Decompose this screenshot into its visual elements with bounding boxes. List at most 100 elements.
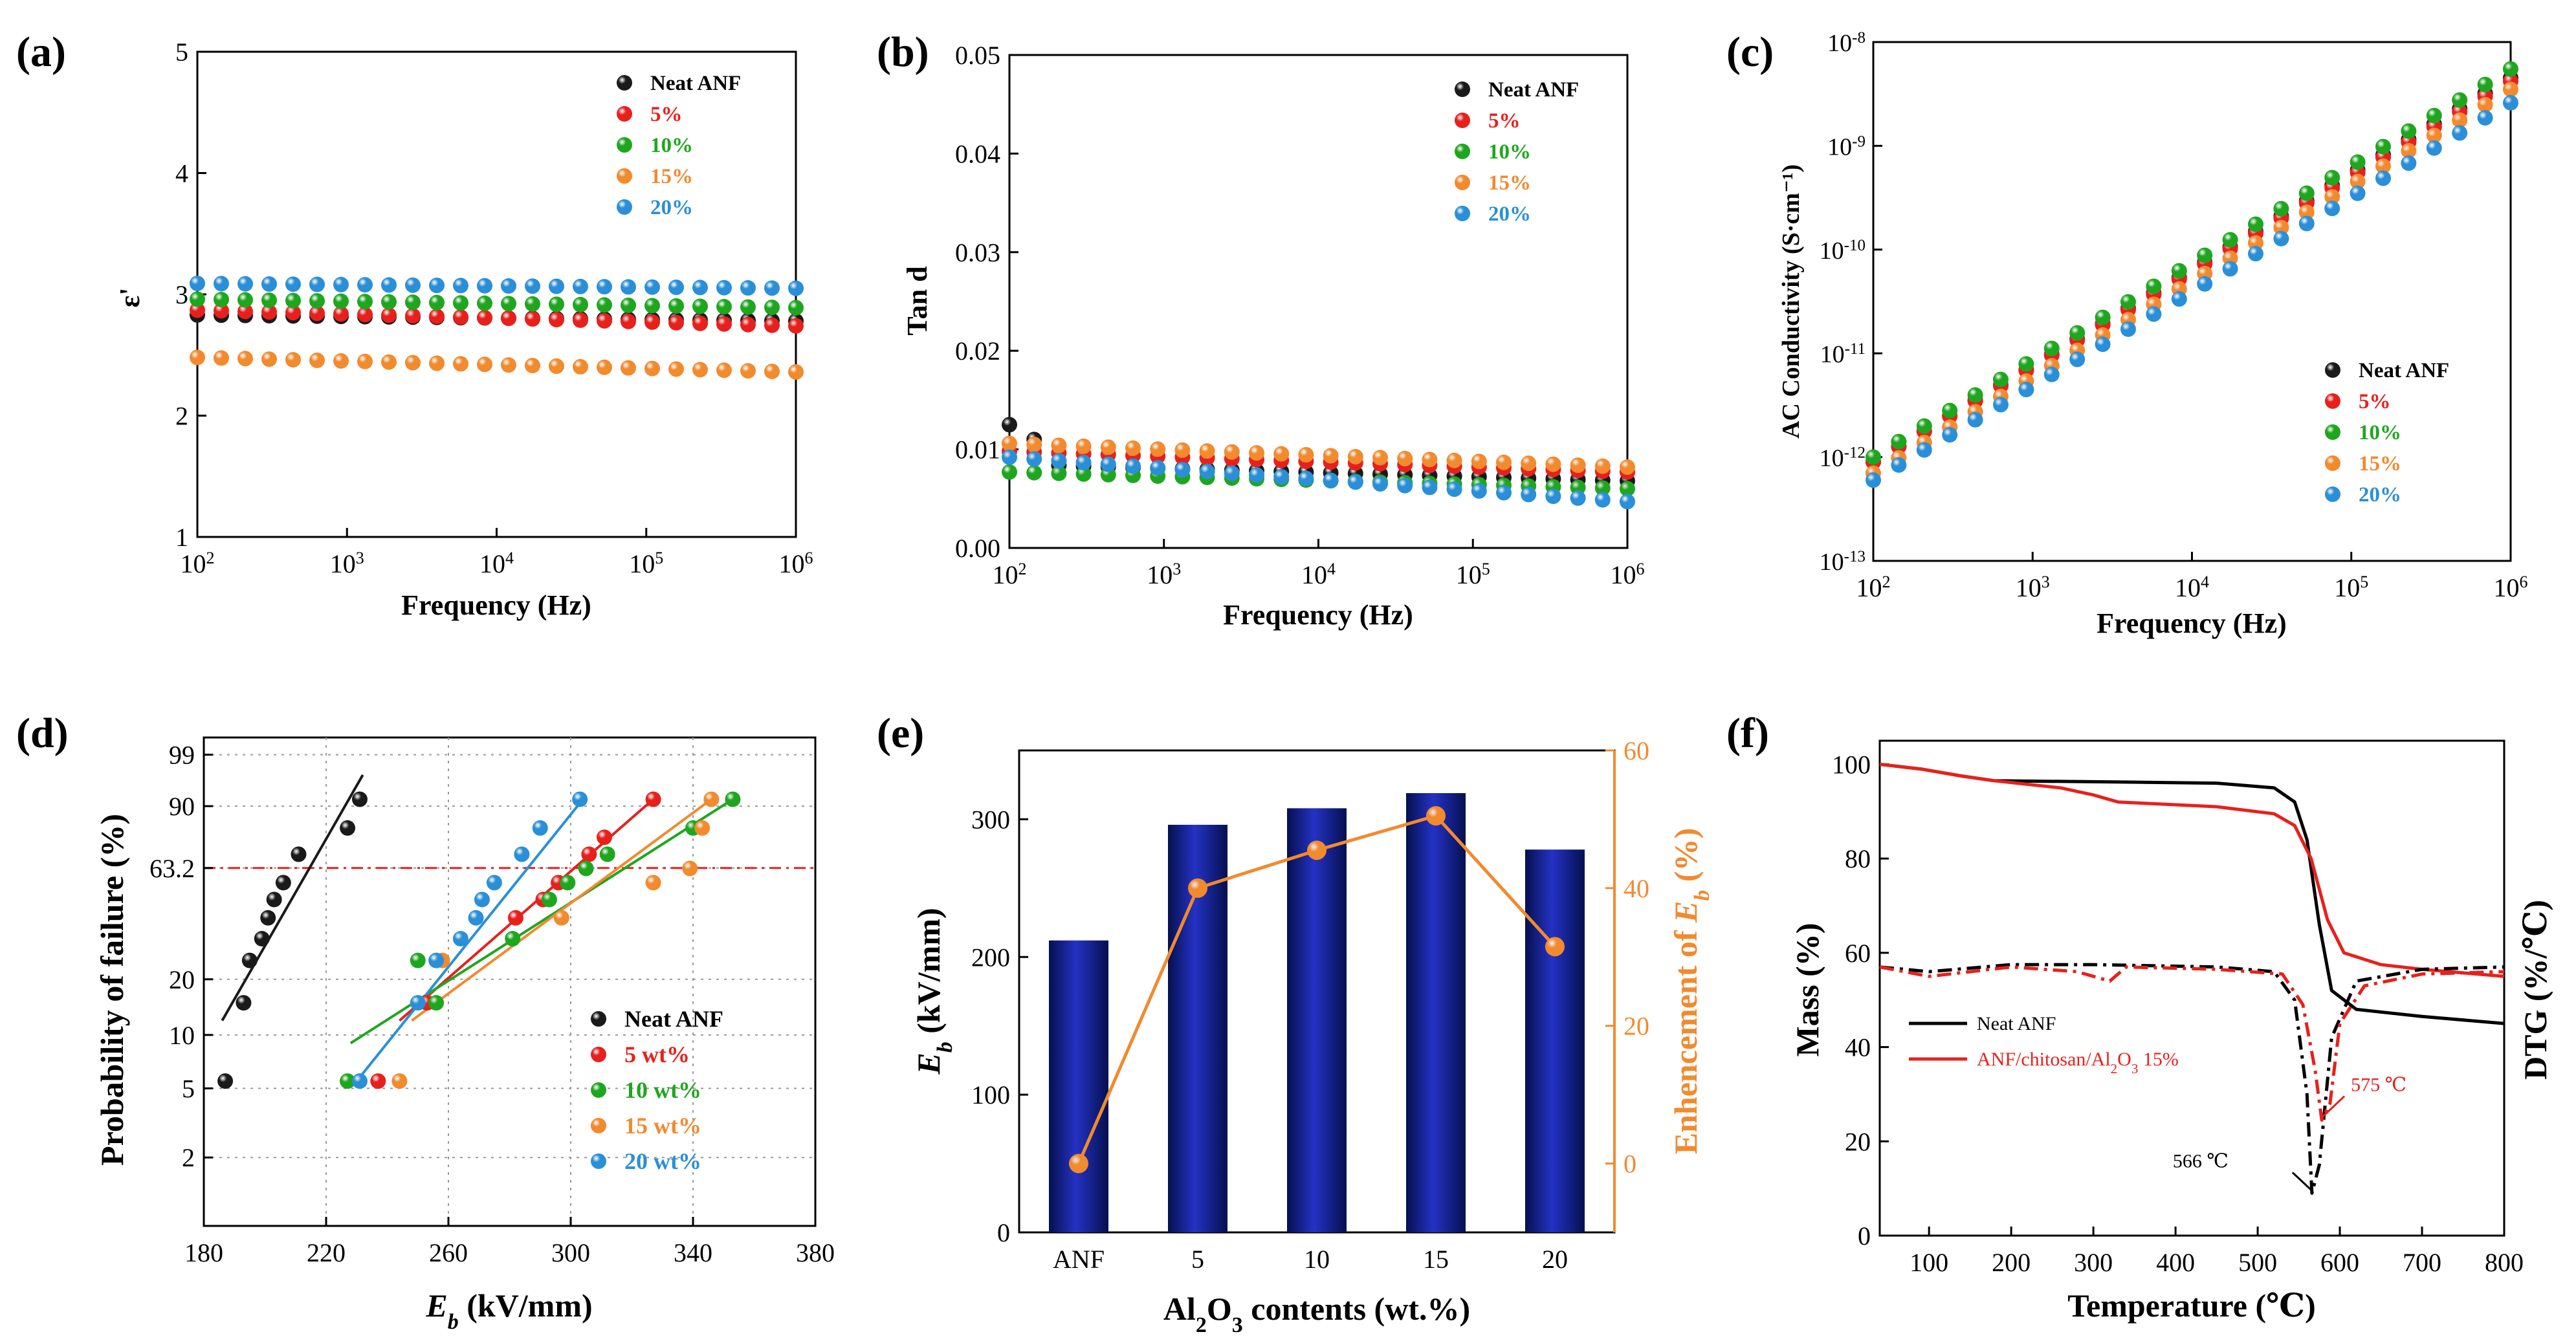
y-tick-label: 99	[169, 741, 195, 770]
data-point	[2197, 276, 2213, 292]
data-point	[644, 314, 660, 330]
data-point	[740, 363, 756, 379]
legend-marker	[2325, 362, 2340, 378]
y-tick-label-base: 10	[1827, 30, 1852, 57]
panel-e-ylabel-main: E	[910, 1053, 947, 1075]
legend-label: Neat ANF	[2359, 359, 2449, 382]
x-tick-label: 340	[674, 1238, 712, 1267]
data-point	[1570, 479, 1586, 496]
data-point	[1199, 463, 1215, 479]
enhancement-point	[1307, 840, 1327, 860]
panel-d-xlabel-sub: b	[448, 1310, 459, 1334]
data-point	[1051, 437, 1067, 453]
data-point	[2503, 61, 2518, 77]
y-tick-label: 3	[175, 280, 188, 309]
data-point	[573, 312, 588, 328]
panel-a-xlabel: Frequency (Hz)	[401, 589, 591, 621]
data-point	[1446, 452, 1462, 468]
data-point	[1594, 492, 1611, 508]
panel-b-legend: Neat ANF 5% 10% 15% 20%	[1455, 78, 1579, 226]
legend-marker	[591, 1011, 606, 1027]
data-point	[1051, 465, 1067, 481]
data-point	[275, 875, 291, 891]
data-point	[2426, 140, 2442, 156]
data-point	[2273, 219, 2289, 235]
data-point	[1347, 474, 1363, 490]
legend-label: 10%	[650, 134, 693, 157]
data-point	[1273, 468, 1290, 485]
panel-d-xlabel: Eb (kV/mm)	[425, 1287, 592, 1334]
data-point	[260, 910, 276, 926]
panel-d-data	[217, 774, 741, 1089]
legend-label: 5%	[650, 103, 683, 126]
y2-tick-label: 40	[1624, 874, 1649, 903]
data-point	[573, 296, 588, 312]
data-point	[190, 349, 205, 366]
y-tick-label: 10-13	[1820, 548, 1866, 576]
x-tick-label-exp: 3	[1172, 560, 1181, 578]
data-point	[578, 860, 594, 877]
x-tick-label-exp: 2	[206, 549, 215, 567]
data-point	[261, 292, 277, 309]
data-point	[581, 846, 597, 862]
data-point	[2324, 189, 2340, 205]
data-point	[391, 1073, 408, 1089]
panel-d-ticks: 180 220 260 300 340 380 2 5 10 20 63.2 90 99	[149, 741, 835, 1267]
data-point	[2043, 366, 2060, 382]
data-point	[1075, 438, 1092, 454]
y2-tick-label: 20	[1624, 1012, 1649, 1041]
data-point	[560, 875, 576, 891]
y-tick-label: 2	[175, 402, 188, 431]
data-point	[644, 298, 660, 314]
y-tick-label-exp: -10	[1844, 236, 1866, 254]
legend-label: ANF/chitosan/Al2O3 15%	[1977, 1049, 2179, 1076]
data-point	[351, 791, 368, 807]
data-point	[501, 357, 516, 373]
legend-label-part: 3	[2131, 1061, 2139, 1076]
x-tick-label-base: 10	[1147, 560, 1172, 589]
x-tick-label-exp: 3	[356, 549, 364, 567]
data-point	[597, 312, 612, 329]
data-point	[716, 299, 732, 315]
data-point	[573, 358, 588, 375]
enhancement-point	[1426, 806, 1446, 826]
data-point	[428, 995, 445, 1011]
legend-marker	[2325, 455, 2340, 471]
y-tick-label-base: 10	[1820, 445, 1844, 472]
data-point	[1967, 411, 1983, 428]
x-tick-label: 105	[2334, 573, 2368, 603]
x-tick-label-base: 10	[993, 560, 1018, 589]
x-tick-label-base: 10	[1456, 560, 1482, 589]
data-point	[370, 1073, 386, 1089]
x-tick-label: 400	[2156, 1248, 2195, 1277]
x-tick-label-exp: 4	[505, 549, 514, 567]
bar	[1287, 808, 1347, 1232]
panel-e-xlabel-pre: Al	[1163, 1291, 1196, 1327]
panel-f-ticks: 100 200 300 400 500 600 700 800 0 20 40 60 80 100	[1832, 750, 2524, 1277]
legend-label: 5%	[2359, 390, 2391, 413]
x-tick-label-base: 10	[479, 549, 505, 578]
panel-d-frame	[203, 736, 817, 1227]
panel-e-y2label-rest: (%)	[1668, 828, 1704, 890]
x-tick-label-base: 10	[2494, 573, 2520, 602]
data-point	[514, 846, 530, 862]
data-point	[553, 910, 569, 926]
data-point	[1026, 436, 1042, 452]
data-point	[1249, 467, 1264, 483]
y-tick-label-exp: -8	[1852, 29, 1866, 47]
data-point	[410, 995, 426, 1011]
data-point	[1942, 427, 1958, 443]
data-point	[1174, 461, 1191, 477]
y-tick-label-exp: -9	[1852, 133, 1866, 150]
legend-label: 10%	[1488, 140, 1531, 164]
data-point	[1002, 464, 1017, 480]
panel-e-xlabel-sub1: 2	[1196, 1313, 1207, 1337]
panel-e-ylabel-rest: (kV/mm)	[910, 908, 947, 1042]
data-point	[340, 820, 356, 836]
legend-marker	[617, 168, 632, 184]
y2-tick-label: 0	[1624, 1150, 1636, 1179]
data-point	[333, 276, 349, 292]
data-point	[1150, 460, 1166, 476]
fit-line	[221, 774, 364, 1021]
x-tick-label-exp: 4	[2201, 573, 2209, 591]
